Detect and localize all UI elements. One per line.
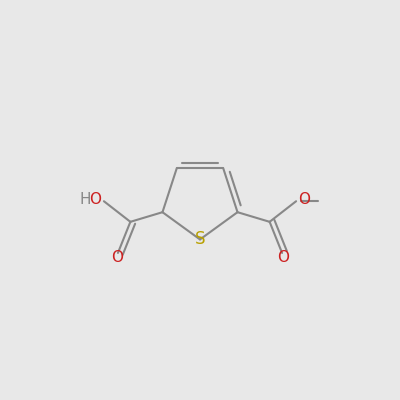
Text: S: S	[195, 230, 205, 248]
Text: H: H	[79, 192, 91, 207]
Text: O: O	[277, 250, 289, 265]
Text: O: O	[89, 192, 101, 207]
Text: O: O	[298, 192, 310, 207]
Text: O: O	[111, 250, 123, 265]
